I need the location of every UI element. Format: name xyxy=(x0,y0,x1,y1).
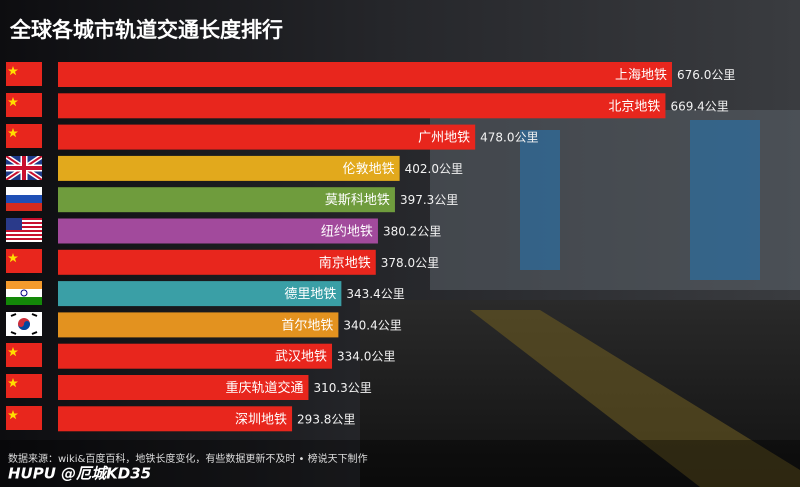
flag xyxy=(6,281,42,305)
bar-label: 北京地铁 xyxy=(608,99,660,114)
value-label: 310.3公里 xyxy=(313,381,371,395)
bar-label: 广州地铁 xyxy=(418,131,470,146)
bar xyxy=(58,62,672,87)
bar xyxy=(58,93,666,119)
bar xyxy=(58,312,339,338)
bar xyxy=(58,124,476,150)
bar-label: 德里地铁 xyxy=(284,287,336,302)
watermark: HUPU @厄城KD35 xyxy=(8,465,151,483)
value-label: 378.0公里 xyxy=(381,256,439,270)
flag xyxy=(6,218,42,242)
bar xyxy=(58,187,395,213)
flag xyxy=(6,62,42,86)
bar xyxy=(58,249,376,275)
train-door xyxy=(520,130,560,270)
bar-label: 莫斯科地铁 xyxy=(325,193,390,208)
value-label: 343.4公里 xyxy=(346,287,404,301)
flag xyxy=(6,374,42,398)
bar-label: 上海地铁 xyxy=(615,68,667,83)
source-note: 数据来源：wiki&百度百科，地铁长度变化，有些数据更新不及时 • 榜说天下制作 xyxy=(8,452,368,465)
bar xyxy=(58,155,400,181)
flag xyxy=(6,312,42,336)
flag xyxy=(6,124,42,148)
bar-label: 南京地铁 xyxy=(319,255,371,271)
value-label: 676.0公里 xyxy=(677,68,735,82)
value-label: 340.4公里 xyxy=(343,318,401,332)
bar-label: 伦敦地铁 xyxy=(343,161,395,177)
bar-label: 重庆轨道交通 xyxy=(225,380,303,396)
flag xyxy=(6,406,42,430)
value-label: 397.3公里 xyxy=(400,193,458,207)
flag xyxy=(6,249,42,273)
value-label: 380.2公里 xyxy=(383,225,441,239)
footer-band xyxy=(0,440,800,487)
bar xyxy=(58,218,378,244)
value-label: 334.0公里 xyxy=(337,350,395,364)
flag xyxy=(6,187,42,211)
value-label: 478.0公里 xyxy=(480,131,538,145)
flag xyxy=(6,93,42,117)
train-door xyxy=(690,120,760,280)
bar xyxy=(58,406,293,432)
bar-label: 深圳地铁 xyxy=(235,412,287,427)
value-label: 669.4公里 xyxy=(670,99,728,113)
bar xyxy=(58,281,342,307)
bar-label: 纽约地铁 xyxy=(321,225,373,240)
flag xyxy=(6,156,42,180)
platform-edge xyxy=(470,310,800,487)
bar xyxy=(58,343,333,369)
bar xyxy=(58,375,309,400)
bar-label: 武汉地铁 xyxy=(275,350,327,365)
chart-title: 全球各城市轨道交通长度排行 xyxy=(9,18,283,42)
value-label: 402.0公里 xyxy=(405,162,463,176)
value-label: 293.8公里 xyxy=(297,412,355,426)
bar-label: 首尔地铁 xyxy=(281,318,333,333)
flag xyxy=(6,343,42,367)
